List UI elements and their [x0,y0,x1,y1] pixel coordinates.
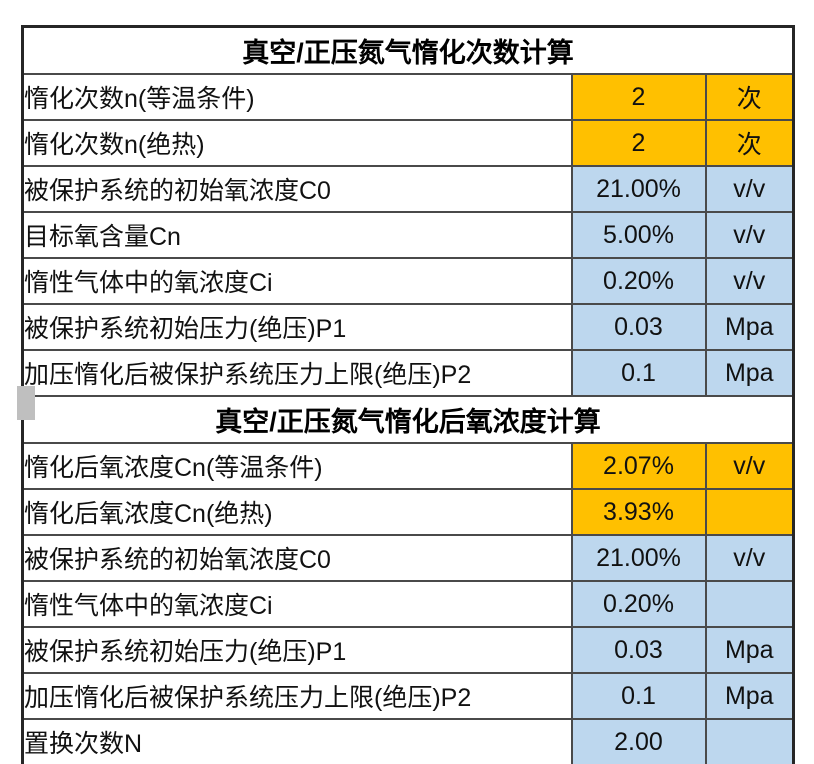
row-edge-artifact [17,386,35,420]
row-label[interactable]: 目标氧含量Cn [21,211,573,259]
value-cell[interactable]: 0.20% [570,257,707,305]
unit-cell[interactable] [704,580,795,628]
table-row: 置换次数N 2.00 [21,718,795,764]
section-1-header-row: 真空/正压氮气惰化次数计算 [21,25,795,75]
table-row: 加压惰化后被保护系统压力上限(绝压)P2 0.1 Mpa [21,349,795,397]
unit-cell[interactable]: v/v [704,211,795,259]
row-label[interactable]: 被保护系统初始压力(绝压)P1 [21,303,573,351]
unit-cell[interactable]: v/v [704,442,795,490]
table-row: 被保护系统初始压力(绝压)P1 0.03 Mpa [21,626,795,674]
inerting-calc-table: 真空/正压氮气惰化次数计算 惰化次数n(等温条件) 2 次 惰化次数n(绝热) … [21,25,796,764]
section-header[interactable]: 真空/正压氮气惰化后氧浓度计算 [21,395,795,444]
table-row: 惰性气体中的氧浓度Ci 0.20% [21,580,795,628]
value-cell[interactable]: 2.00 [570,718,707,764]
table-row: 被保护系统初始压力(绝压)P1 0.03 Mpa [21,303,795,351]
value-cell[interactable]: 2 [570,119,707,167]
table-row: 惰化后氧浓度Cn(等温条件) 2.07% v/v [21,442,795,490]
unit-cell[interactable] [704,488,795,536]
unit-cell[interactable]: v/v [704,165,795,213]
table-row: 目标氧含量Cn 5.00% v/v [21,211,795,259]
unit-cell[interactable]: v/v [704,534,795,582]
unit-cell[interactable]: Mpa [704,626,795,674]
value-cell[interactable]: 0.1 [570,672,707,720]
row-label[interactable]: 被保护系统的初始氧浓度C0 [21,165,573,213]
table-row: 惰化后氧浓度Cn(绝热) 3.93% [21,488,795,536]
row-label[interactable]: 惰性气体中的氧浓度Ci [21,580,573,628]
section-header[interactable]: 真空/正压氮气惰化次数计算 [21,25,795,75]
row-label[interactable]: 被保护系统初始压力(绝压)P1 [21,626,573,674]
value-cell[interactable]: 0.03 [570,303,707,351]
row-label[interactable]: 惰化次数n(等温条件) [21,73,573,121]
row-label[interactable]: 加压惰化后被保护系统压力上限(绝压)P2 [21,349,573,397]
row-label[interactable]: 惰化后氧浓度Cn(绝热) [21,488,573,536]
value-cell[interactable]: 0.03 [570,626,707,674]
table-row: 加压惰化后被保护系统压力上限(绝压)P2 0.1 Mpa [21,672,795,720]
unit-cell[interactable]: 次 [704,73,795,121]
table-row: 被保护系统的初始氧浓度C0 21.00% v/v [21,165,795,213]
table-row: 被保护系统的初始氧浓度C0 21.00% v/v [21,534,795,582]
value-cell[interactable]: 0.20% [570,580,707,628]
unit-cell[interactable]: 次 [704,119,795,167]
value-cell[interactable]: 2 [570,73,707,121]
unit-cell[interactable]: Mpa [704,303,795,351]
table-row: 惰化次数n(等温条件) 2 次 [21,73,795,121]
row-label[interactable]: 被保护系统的初始氧浓度C0 [21,534,573,582]
value-cell[interactable]: 21.00% [570,534,707,582]
row-label[interactable]: 惰性气体中的氧浓度Ci [21,257,573,305]
unit-cell[interactable]: v/v [704,257,795,305]
value-cell[interactable]: 0.1 [570,349,707,397]
row-label[interactable]: 惰化次数n(绝热) [21,119,573,167]
table-row: 惰化次数n(绝热) 2 次 [21,119,795,167]
table-row: 惰性气体中的氧浓度Ci 0.20% v/v [21,257,795,305]
value-cell[interactable]: 5.00% [570,211,707,259]
unit-cell[interactable]: Mpa [704,672,795,720]
section-2-header-row: 真空/正压氮气惰化后氧浓度计算 [21,395,795,444]
row-label[interactable]: 加压惰化后被保护系统压力上限(绝压)P2 [21,672,573,720]
value-cell[interactable]: 21.00% [570,165,707,213]
row-label[interactable]: 置换次数N [21,718,573,764]
value-cell[interactable]: 2.07% [570,442,707,490]
unit-cell[interactable] [704,718,795,764]
unit-cell[interactable]: Mpa [704,349,795,397]
row-label[interactable]: 惰化后氧浓度Cn(等温条件) [21,442,573,490]
value-cell[interactable]: 3.93% [570,488,707,536]
